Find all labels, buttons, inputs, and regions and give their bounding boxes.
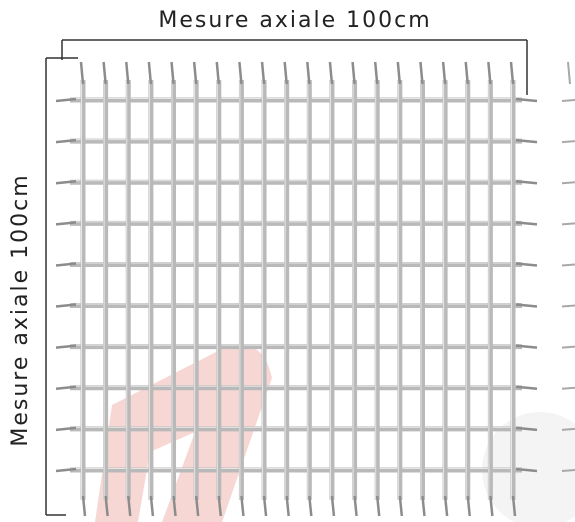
wire-end-spike [215, 61, 221, 85]
wire-end-spike [194, 495, 200, 517]
wire-end-spike [353, 495, 358, 517]
adjacent-panel-spike [561, 345, 575, 349]
wire-end-spike [515, 426, 538, 432]
wire-end-spike [125, 61, 130, 85]
wire-end-spike [55, 262, 77, 267]
wire-end-spike [489, 495, 494, 517]
wire-end-spike [55, 385, 77, 391]
wire-end-spike [441, 61, 447, 85]
wire-end-spike [238, 61, 243, 85]
wire-end-spike [55, 303, 77, 308]
wire-end-spike [55, 179, 77, 185]
wire-end-spike [396, 61, 402, 85]
wire-end-spike [308, 495, 313, 517]
wire-end-spike [515, 138, 538, 144]
wire-end-spike [306, 61, 311, 85]
wire-end-spike [421, 495, 426, 517]
adjacent-panel-spike [561, 222, 575, 226]
wire-end-spike [515, 467, 538, 473]
wire-end-spike [285, 495, 290, 517]
wire-end-spike [55, 344, 77, 349]
wire-end-spike [55, 221, 77, 226]
wire-end-spike [79, 61, 85, 85]
wire-end-spike [55, 467, 77, 473]
wire-end-spike [330, 495, 336, 517]
adjacent-panel-spike [567, 61, 571, 85]
wire-end-spike [127, 495, 132, 517]
wire-end-spike [55, 426, 77, 432]
wire-end-spike [55, 138, 77, 144]
wire-end-spike [172, 495, 177, 517]
wire-end-spike [170, 61, 175, 85]
wire-end-spike [262, 495, 268, 517]
adjacent-panel-spike [561, 304, 575, 308]
wire-end-spike [511, 495, 517, 517]
wire-end-spike [192, 61, 198, 85]
wire-end-spike [240, 495, 245, 517]
wire-end-spike [515, 385, 538, 391]
wire-end-spike [466, 495, 471, 517]
wire-end-spike [464, 61, 469, 85]
wire-end-spike [515, 179, 538, 185]
wire-end-spike [487, 61, 492, 85]
wire-end-spike [217, 495, 223, 517]
wire-end-spike [515, 97, 538, 103]
wire-end-spike [375, 495, 381, 517]
wire-end-spike [102, 61, 107, 85]
adjacent-panel-spike [561, 181, 575, 185]
adjacent-panel-spike [561, 99, 575, 102]
adjacent-panel-spike [561, 469, 575, 472]
wire-end-spike [509, 61, 515, 85]
wire-end-spike [373, 61, 379, 85]
wire-end-spike [515, 344, 538, 349]
wire-end-spike [328, 61, 334, 85]
wire-end-spike [104, 495, 109, 517]
adjacent-panel-spike [561, 263, 575, 267]
wire-end-spike [515, 303, 538, 308]
adjacent-panel-spike [561, 427, 575, 431]
adjacent-panel-spike [561, 140, 575, 144]
wire-end-spike [515, 262, 538, 267]
wire-end-spike [149, 495, 155, 517]
wire-end-spike [81, 495, 87, 517]
wire-end-spike [351, 61, 356, 85]
wire-end-spike [260, 61, 266, 85]
wire-end-spike [419, 61, 424, 85]
wire-end-spike [398, 495, 404, 517]
adjacent-panel-spike [561, 386, 575, 390]
wire-end-spike [147, 61, 153, 85]
height-dimension-label: Mesure axiale 100cm [8, 173, 33, 447]
width-dimension-label: Mesure axiale 100cm [158, 8, 432, 33]
wire-end-spike [283, 61, 288, 85]
wire-end-spike [443, 495, 449, 517]
wire-end-spike [515, 221, 538, 226]
wire-end-spike [55, 97, 77, 103]
